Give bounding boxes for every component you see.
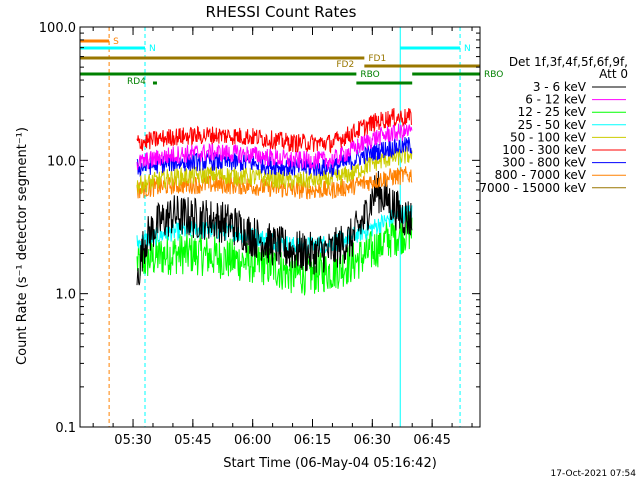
- annotation-label: S: [113, 37, 119, 47]
- y-tick-label: 100.0: [39, 21, 76, 36]
- y-tick-label: 1.0: [55, 288, 76, 303]
- annotation-label: RBO: [360, 70, 379, 80]
- series-line-6: [136, 136, 413, 177]
- series-line-2: [136, 211, 413, 296]
- annotation-label: FD2: [336, 60, 354, 70]
- legend-entry-label: 50 - 100 keV: [510, 130, 587, 144]
- plot-area: S N N FD1 FD2 RBO RBO RD4: [79, 27, 503, 427]
- series-line-5: [136, 107, 412, 154]
- legend-entry-label: 25 - 50 keV: [518, 118, 587, 132]
- x-tick-label: 05:45: [174, 433, 211, 448]
- chart-title: RHESSI Count Rates: [206, 3, 357, 21]
- x-tick-label: 06:00: [234, 433, 271, 448]
- legend-header: Att 0: [599, 67, 628, 81]
- annotation-label: N: [149, 44, 156, 54]
- legend-entry-label: 12 - 25 keV: [518, 105, 587, 119]
- y-tick-label: 10.0: [47, 154, 76, 169]
- y-tick-label: 0.1: [55, 421, 76, 436]
- legend-header: Det 1f,3f,4f,5f,6f,9f,: [509, 55, 628, 69]
- annotation-label: FD1: [368, 54, 386, 64]
- series-line-1: [136, 123, 413, 171]
- legend-entry-label: 6 - 12 keV: [525, 93, 587, 107]
- series-line-0: [136, 170, 413, 286]
- legend-entry-label: 3 - 6 keV: [533, 80, 587, 94]
- x-tick-label: 06:45: [413, 433, 450, 448]
- footer-timestamp: 17-Oct-2021 07:54: [551, 469, 637, 479]
- x-tick-label: 06:15: [294, 433, 331, 448]
- axes: 0.1 1.0 10.0 100.0 05:30 05:45 06:00 06:15 06:30…: [39, 21, 481, 448]
- annotation-label: RBO: [484, 70, 503, 80]
- y-axis-label: Count Rate (s⁻¹ detector segment⁻¹): [15, 127, 30, 365]
- x-tick-label: 06:30: [354, 433, 391, 448]
- series-line-4: [136, 145, 413, 195]
- annotation-label: N: [464, 44, 471, 54]
- legend-entry-label: 100 - 300 keV: [502, 143, 586, 157]
- legend-entry-label: 7000 - 15000 keV: [479, 181, 586, 195]
- legend-entry-label: 800 - 7000 keV: [495, 168, 587, 182]
- annotation-label: RD4: [127, 77, 146, 87]
- legend-entry-label: 300 - 800 keV: [502, 156, 586, 170]
- plot-frame: [79, 26, 481, 428]
- x-axis-label: Start Time (06-May-04 05:16:42): [223, 456, 437, 471]
- x-tick-label: 05:30: [114, 433, 151, 448]
